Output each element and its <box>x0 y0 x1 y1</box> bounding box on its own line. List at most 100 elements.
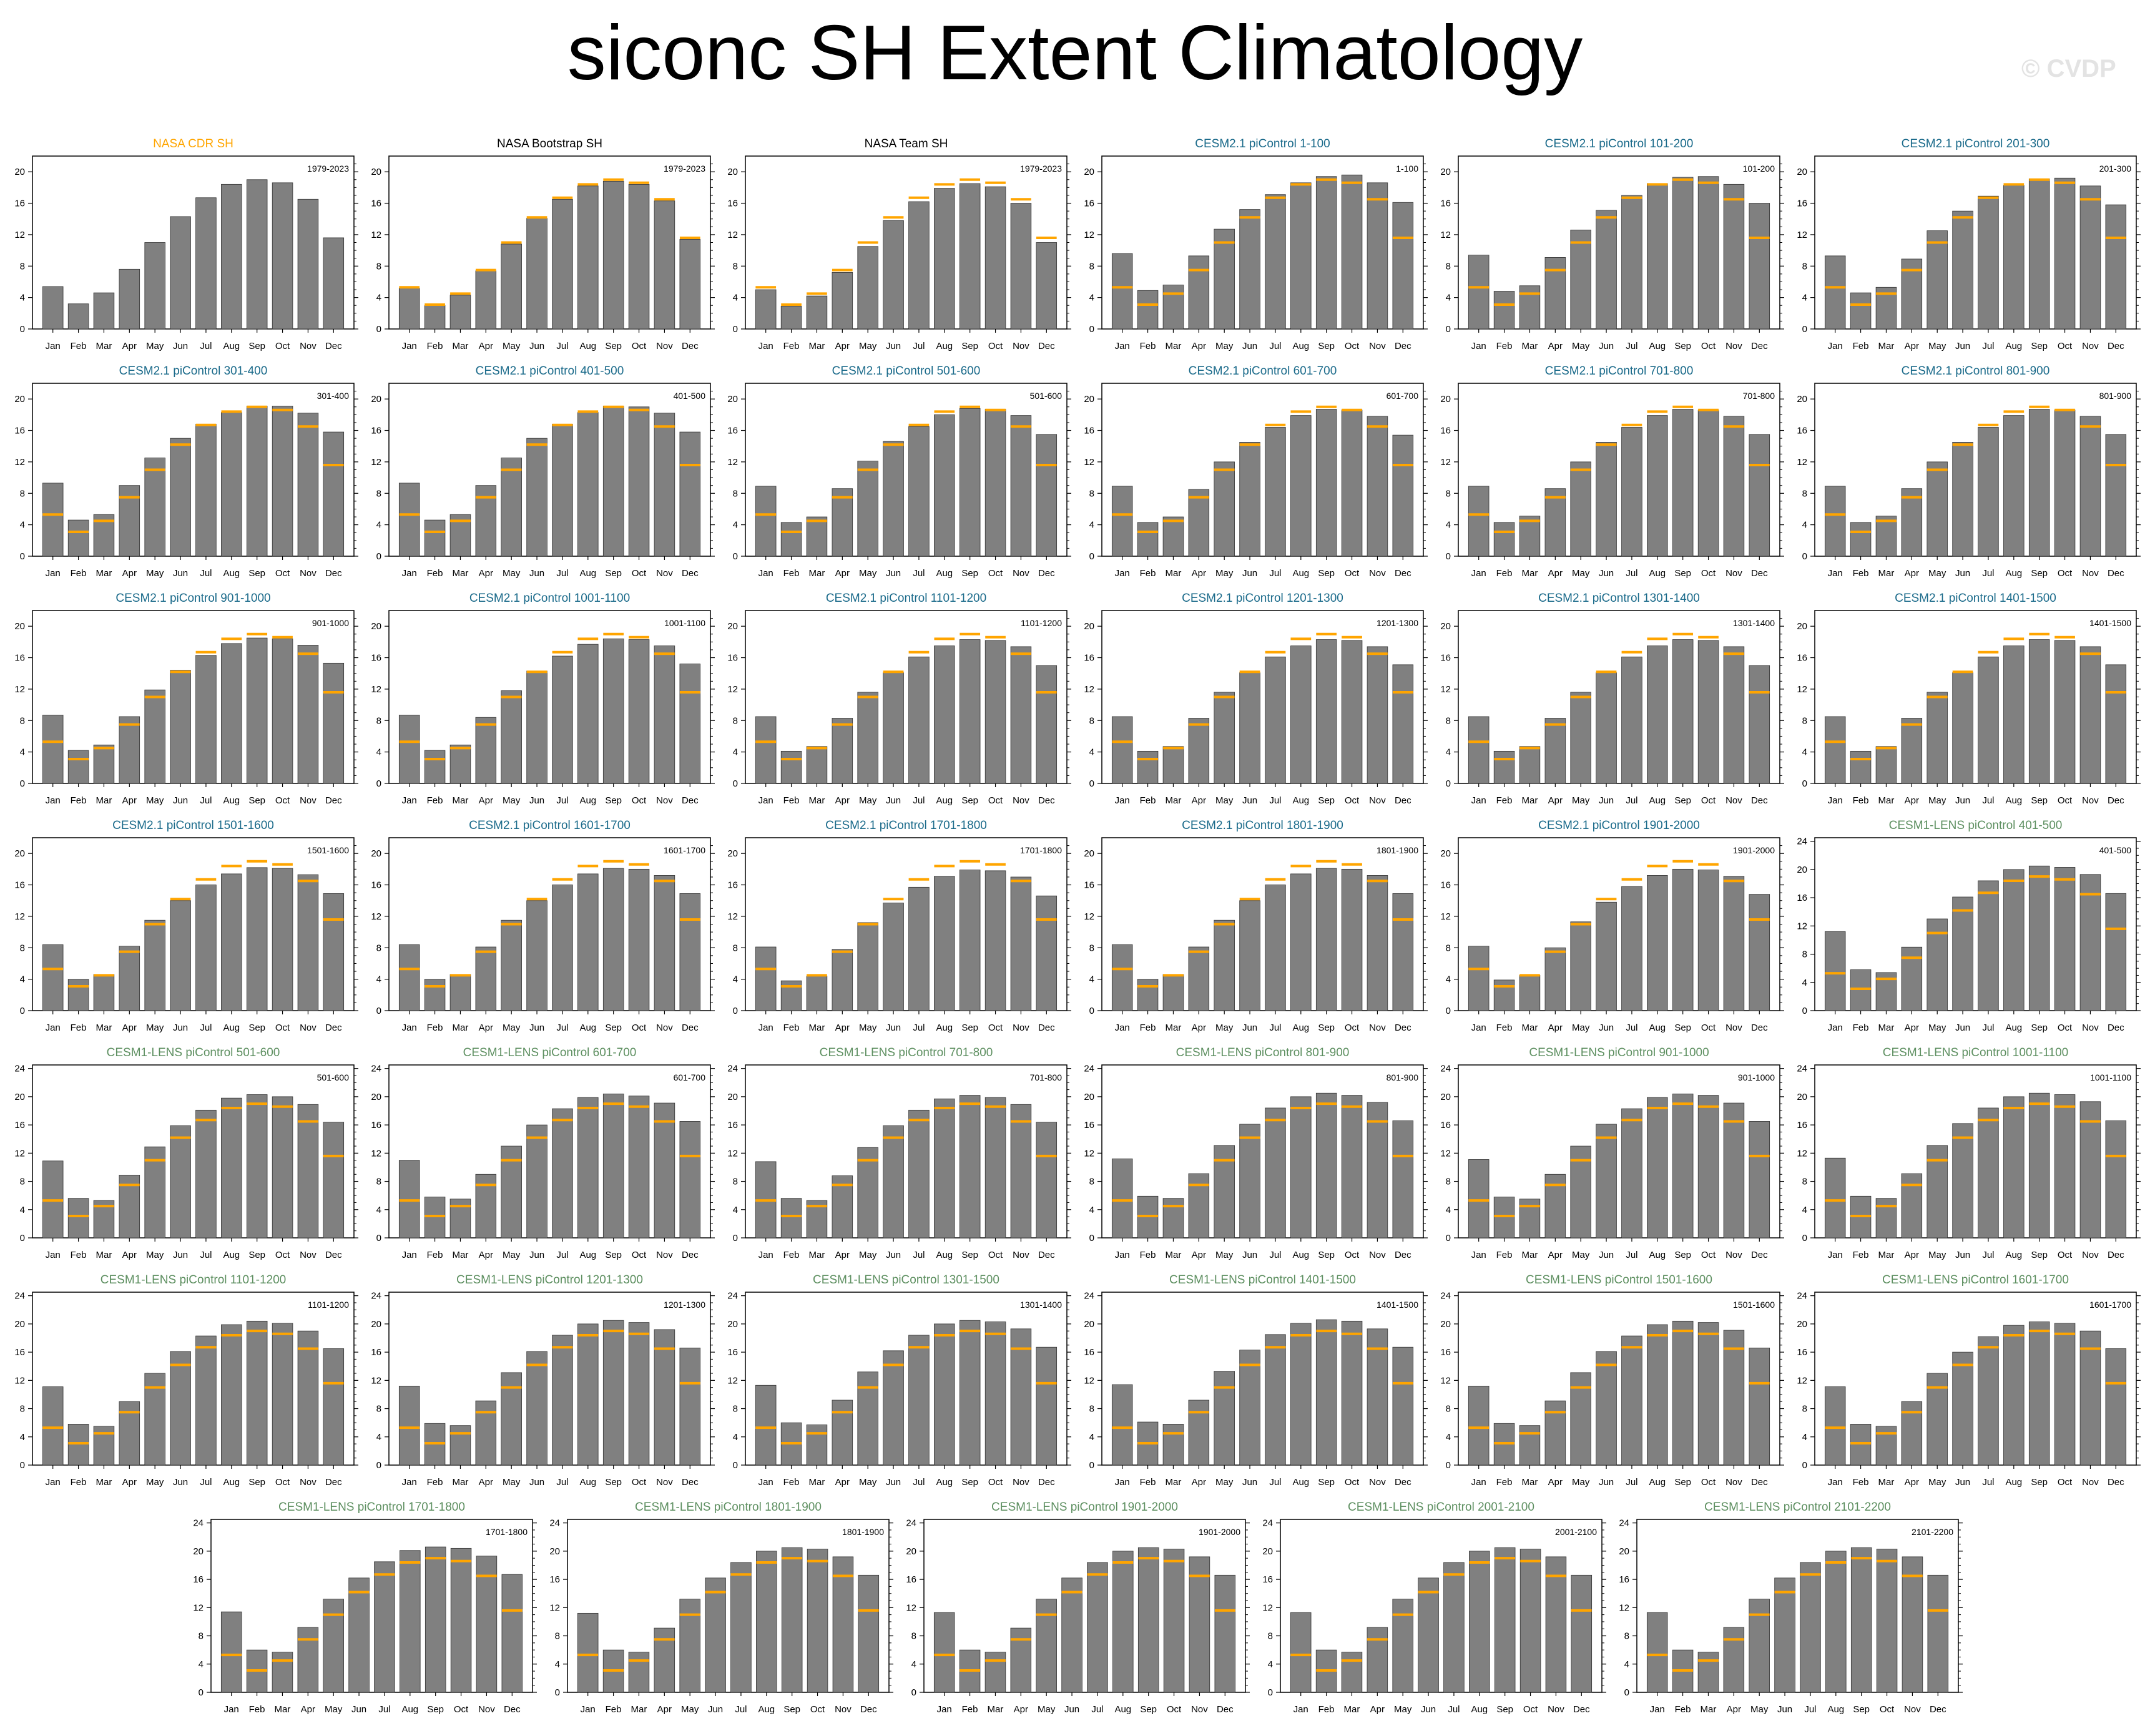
x-tick-label: May <box>1572 1250 1590 1260</box>
bar <box>1952 896 1973 1011</box>
x-tick-label: Feb <box>1853 341 1869 351</box>
bar <box>476 1556 498 1693</box>
bar <box>526 900 547 1011</box>
x-tick-label: Jun <box>173 1022 188 1033</box>
x-tick-label: Apr <box>479 1250 493 1260</box>
x-tick-label: Mar <box>1166 1022 1182 1033</box>
bar <box>1519 974 1541 1011</box>
bar <box>1544 488 1566 557</box>
y-tick-label: 20 <box>1084 621 1094 632</box>
y-tick-label: 20 <box>14 621 25 632</box>
x-tick-label: May <box>146 1250 164 1260</box>
x-tick-label: Sep <box>1853 1704 1870 1715</box>
x-tick-label: Jul <box>1982 1250 1994 1260</box>
x-tick-label: Mar <box>1522 1477 1538 1488</box>
bar <box>1137 1547 1159 1693</box>
chart-panel: CESM1-LENS piControl 1401-1500 1401-1500 0… <box>1084 1273 1428 1488</box>
bar <box>577 185 599 330</box>
bar <box>398 1385 420 1466</box>
y-tick-label: 8 <box>1802 949 1807 960</box>
bar <box>1367 416 1388 557</box>
panel-title: CESM1-LENS piControl 2001-2100 <box>1348 1501 1534 1514</box>
chart-panel: CESM2.1 piControl 1301-1400 1301-1400 0 4 8 1… <box>1440 592 1784 806</box>
x-tick-label: Jul <box>913 1477 925 1488</box>
y-tick-label: 4 <box>376 520 381 531</box>
bar <box>1596 901 1617 1011</box>
x-tick-label: Mar <box>631 1704 647 1715</box>
bar <box>425 1546 446 1693</box>
y-tick-label: 4 <box>733 747 738 758</box>
y-tick-label: 4 <box>1802 978 1807 988</box>
bar <box>679 1599 700 1693</box>
bar <box>1469 1551 1490 1693</box>
bar <box>1163 1549 1185 1693</box>
panel-frame <box>745 1064 1068 1238</box>
bar <box>1749 665 1770 784</box>
x-tick-label: Nov <box>656 341 673 351</box>
bar <box>2028 1322 2050 1466</box>
y-tick-label: 20 <box>727 621 738 632</box>
bar <box>2028 1092 2050 1238</box>
x-tick-label: Apr <box>1370 1704 1385 1715</box>
panel-title: CESM1-LENS piControl 1501-1600 <box>1526 1273 1712 1287</box>
y-tick-label: 4 <box>1802 520 1807 531</box>
x-tick-label: May <box>859 341 877 351</box>
bar <box>2105 204 2127 330</box>
x-tick-label: Oct <box>2058 1477 2073 1488</box>
bar <box>577 412 599 557</box>
x-tick-label: Mar <box>809 1477 825 1488</box>
bar <box>1596 1124 1617 1238</box>
y-tick-label: 12 <box>371 230 381 240</box>
panel-title: NASA CDR SH <box>153 137 233 150</box>
x-tick-label: Jul <box>1091 1704 1103 1715</box>
bar <box>959 870 981 1011</box>
x-tick-label: May <box>859 795 877 806</box>
bar <box>1162 1424 1184 1466</box>
y-tick-label: 12 <box>727 1375 738 1386</box>
bar <box>1290 645 1312 784</box>
x-tick-label: Dec <box>1038 1477 1055 1488</box>
y-tick-label: 8 <box>20 1177 25 1187</box>
y-tick-label: 8 <box>1624 1631 1629 1642</box>
x-tick-label: Feb <box>1853 1477 1869 1488</box>
x-tick-label: Apr <box>122 1477 137 1488</box>
y-tick-label: 12 <box>1084 684 1094 695</box>
y-tick-label: 12 <box>727 684 738 695</box>
bar <box>1214 228 1235 330</box>
bar <box>934 1323 955 1466</box>
x-tick-label: Jan <box>1828 1477 1843 1488</box>
x-tick-label: Jul <box>913 1022 925 1033</box>
bar <box>1824 1157 1846 1238</box>
bar <box>1927 461 1948 557</box>
x-tick-label: Mar <box>1166 1477 1182 1488</box>
chart-panel: CESM2.1 piControl 1501-1600 1501-1600 0 4 8 1… <box>14 819 358 1033</box>
bar <box>170 670 191 784</box>
x-tick-label: May <box>1750 1704 1769 1715</box>
x-tick-label: Apr <box>479 341 493 351</box>
x-tick-label: Apr <box>1192 795 1206 806</box>
x-tick-label: Apr <box>479 1477 493 1488</box>
period-label: 1601-1700 <box>2089 1300 2131 1310</box>
x-tick-label: Mar <box>809 1250 825 1260</box>
y-tick-label: 8 <box>199 1631 204 1642</box>
x-tick-label: May <box>146 1022 164 1033</box>
bar <box>1265 885 1286 1011</box>
x-tick-label: Dec <box>1751 1477 1768 1488</box>
bar <box>1036 1122 1058 1238</box>
y-tick-label: 4 <box>733 520 738 531</box>
x-tick-label: Apr <box>1905 795 1919 806</box>
x-tick-label: Nov <box>1013 341 1029 351</box>
y-tick-label: 12 <box>906 1602 916 1613</box>
x-tick-label: Jan <box>758 568 773 579</box>
x-tick-label: May <box>1928 1477 1946 1488</box>
x-tick-label: Jul <box>1982 1477 1994 1488</box>
panel-title: CESM2.1 piControl 701-800 <box>1545 365 1694 378</box>
x-tick-label: May <box>1928 568 1946 579</box>
bar <box>908 1109 930 1238</box>
x-tick-label: Feb <box>962 1704 978 1715</box>
bar <box>1647 183 1668 330</box>
x-tick-label: Apr <box>1548 1250 1563 1260</box>
y-tick-label: 8 <box>376 715 381 726</box>
y-tick-label: 0 <box>1446 1460 1451 1471</box>
y-tick-label: 24 <box>727 1064 738 1074</box>
